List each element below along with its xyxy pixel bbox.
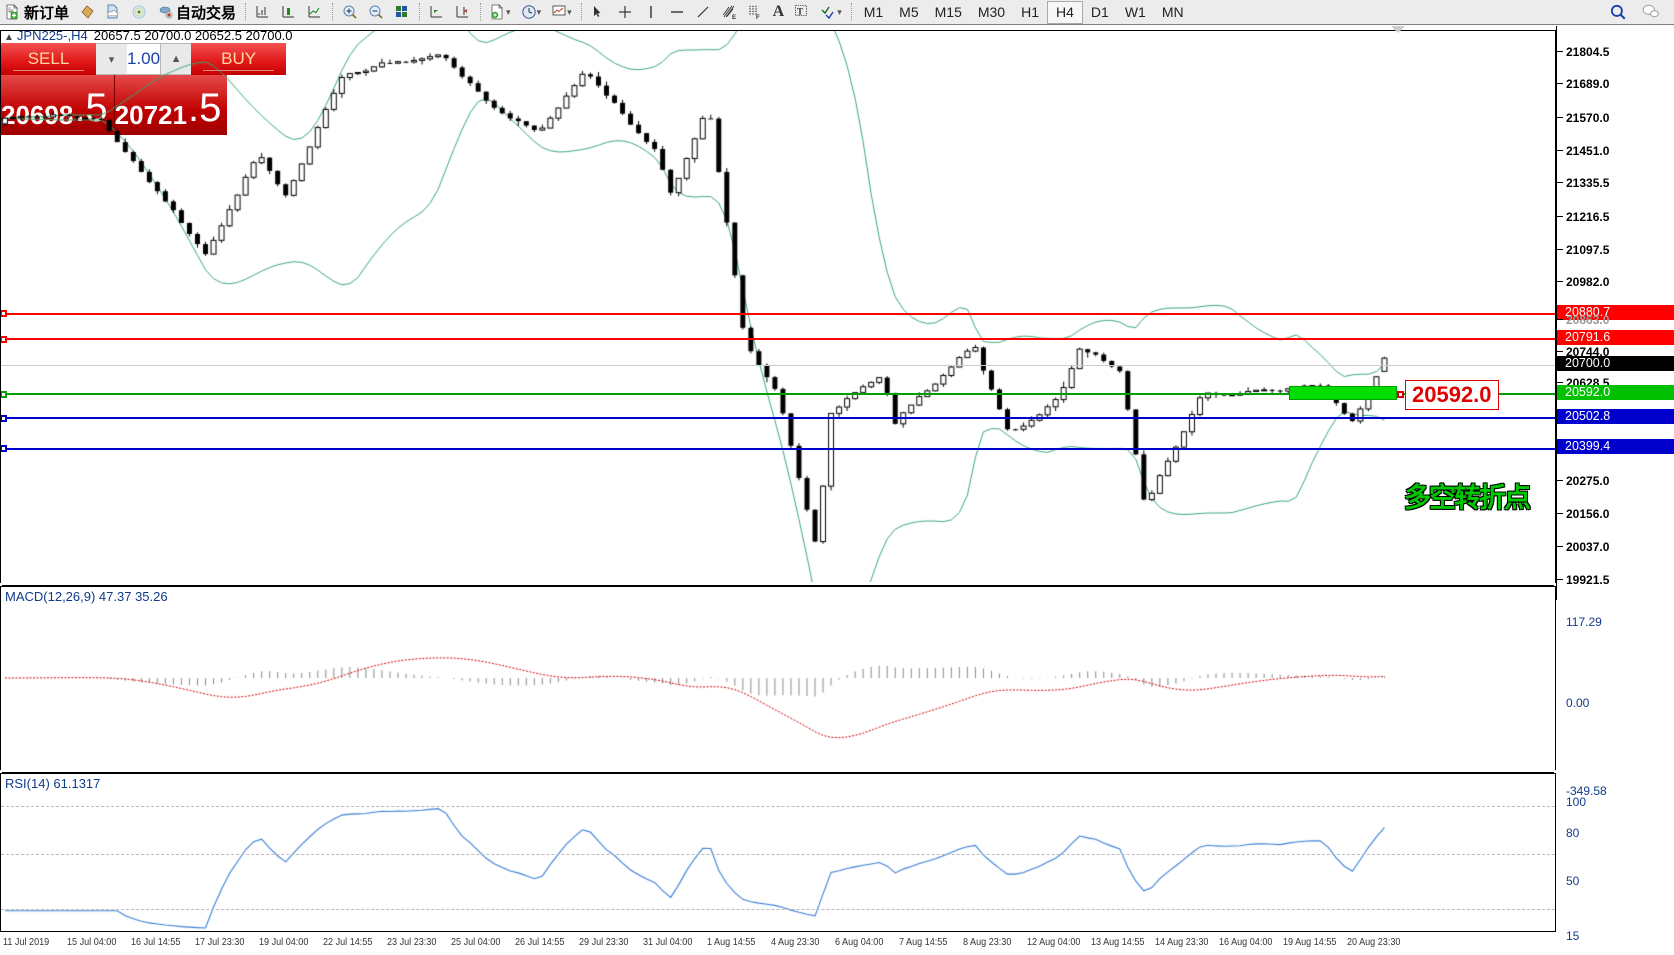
svg-text:E: E	[732, 15, 736, 20]
svg-text:T: T	[797, 7, 803, 17]
svg-text:F: F	[756, 15, 760, 20]
